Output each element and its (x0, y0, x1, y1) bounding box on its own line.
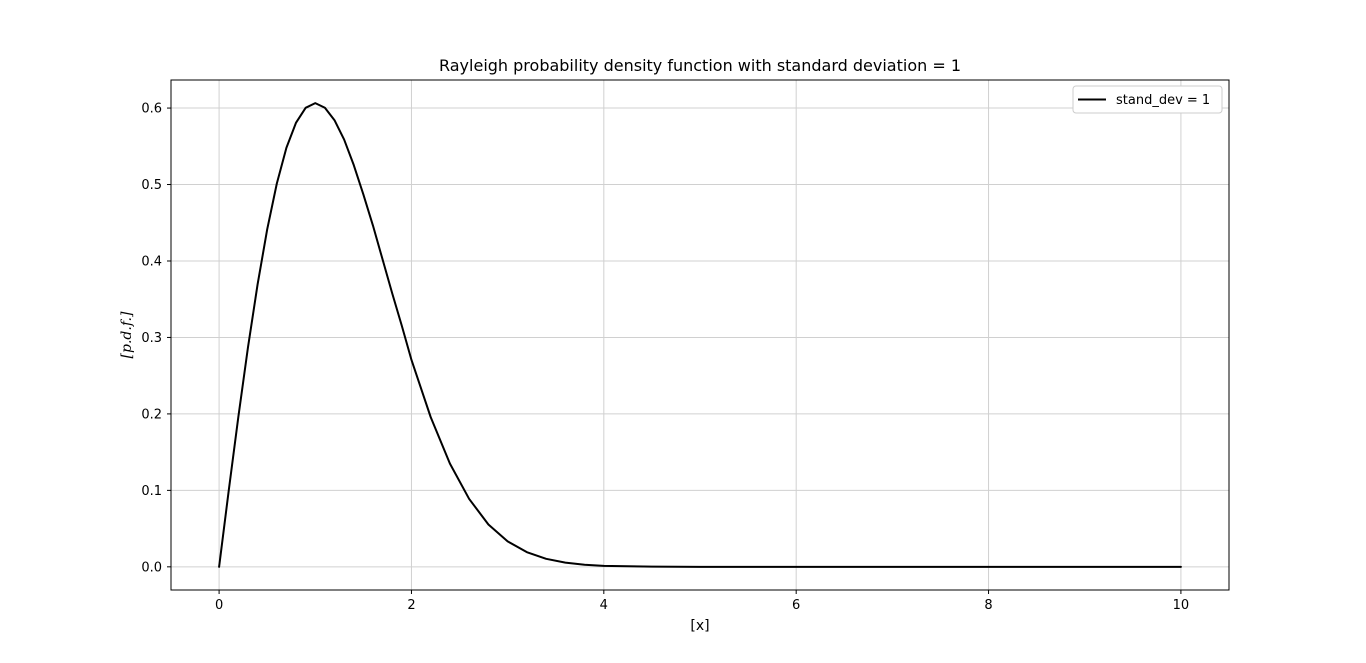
grid (171, 80, 1229, 590)
y-tick-label: 0.1 (141, 484, 162, 499)
x-tick-label: 10 (1173, 598, 1190, 613)
legend: stand_dev = 1 (1072, 85, 1223, 114)
x-tick-label: 0 (215, 598, 223, 613)
plot-area-frame (170, 79, 1230, 591)
y-tick-label: 0.3 (141, 331, 162, 346)
y-tick-label: 0.6 (141, 102, 162, 117)
y-tick-label: 0.5 (141, 178, 162, 193)
y-tick-label: 0.4 (141, 254, 162, 269)
y-axis-label: [p.d.f.] (119, 311, 135, 358)
series-line (218, 102, 1182, 568)
series-layer (218, 102, 1182, 568)
chart-title: Rayleigh probability density function wi… (439, 56, 961, 75)
x-axis-label: [x] (690, 618, 709, 634)
legend-label: stand_dev = 1 (1116, 93, 1210, 108)
legend-box (1072, 85, 1223, 114)
y-tick-label: 0.0 (141, 560, 162, 575)
x-tick-label: 6 (792, 598, 800, 613)
ticks: 0 2 4 6 8 10 0.0 0.1 0.2 0.3 0.4 0.5 0.6 (141, 102, 1189, 613)
x-tick-label: 4 (600, 598, 608, 613)
y-tick-label: 0.2 (141, 407, 162, 422)
x-tick-label: 8 (984, 598, 992, 613)
x-tick-label: 2 (407, 598, 415, 613)
